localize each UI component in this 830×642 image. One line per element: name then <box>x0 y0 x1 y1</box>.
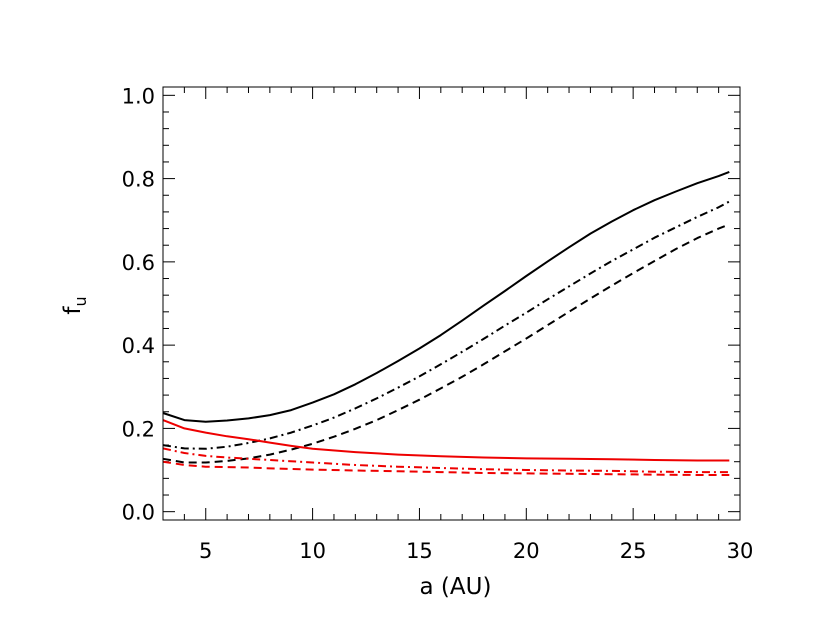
series-line-1 <box>162 170 730 423</box>
y-tick-label: 0.8 <box>122 168 155 192</box>
series-layer <box>162 170 730 476</box>
x-tick-label: 30 <box>727 539 754 563</box>
series-line-5 <box>162 447 730 474</box>
x-tick-label: 10 <box>299 539 326 563</box>
y-axis-title: fu <box>60 296 90 314</box>
x-tick-label: 15 <box>406 539 433 563</box>
tick-labels: 5 10 15 20 25 30 0.0 0.2 0.4 0.6 0.8 1.0 <box>122 84 754 563</box>
y-axis-title-base: f <box>60 306 86 315</box>
plot-frame <box>162 86 741 521</box>
series-line-4 <box>162 419 730 462</box>
y-tick-label: 1.0 <box>122 84 155 108</box>
y-axis-title-subscript: u <box>71 296 90 306</box>
x-axis-title: a (AU) <box>420 574 492 600</box>
x-tick-label: 25 <box>620 539 647 563</box>
x-tick-label: 5 <box>199 539 212 563</box>
y-tick-label: 0.0 <box>122 501 155 525</box>
series-line-3 <box>162 223 730 464</box>
y-tick-label: 0.4 <box>122 334 155 358</box>
x-tick-label: 20 <box>513 539 540 563</box>
series-line-6 <box>162 460 730 476</box>
y-tick-label: 0.6 <box>122 251 155 275</box>
y-tick-label: 0.2 <box>122 417 155 441</box>
